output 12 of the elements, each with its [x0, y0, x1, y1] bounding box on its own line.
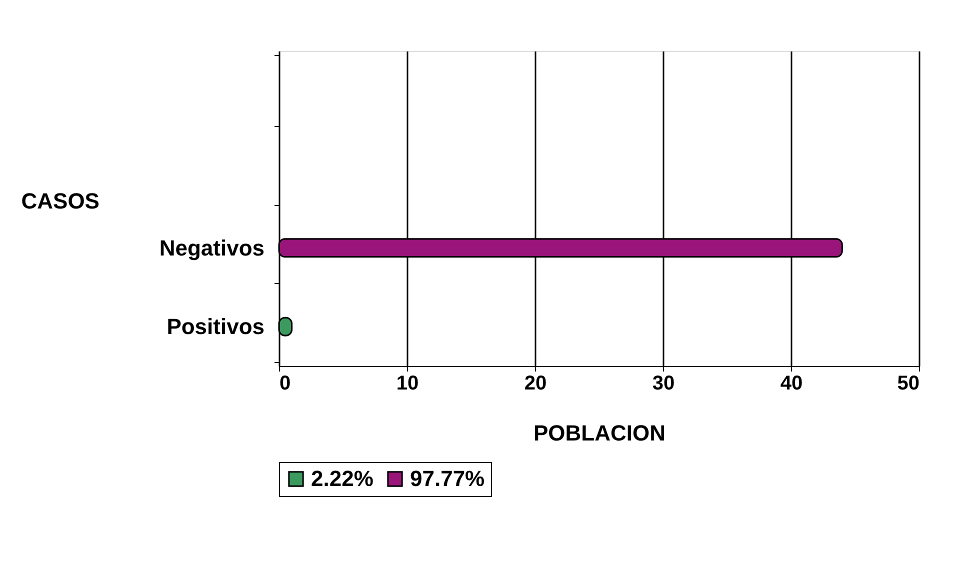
x-axis-title: POBLACION	[534, 420, 666, 446]
x-tick-label: 30	[652, 372, 675, 394]
y-tick-label: Positivos	[166, 314, 264, 340]
legend-label: 97.77%	[410, 466, 485, 491]
x-tick-label: 20	[524, 372, 547, 394]
legend-label: 2.22%	[311, 466, 374, 491]
x-tick-label: 10	[396, 372, 419, 394]
x-tick-label: 40	[780, 372, 803, 394]
y-tick-label: Negativos	[159, 235, 264, 260]
y-axis-title: CASOS	[21, 188, 100, 214]
x-tick-label: 0	[280, 372, 291, 394]
x-tick-label: 50	[897, 372, 920, 394]
